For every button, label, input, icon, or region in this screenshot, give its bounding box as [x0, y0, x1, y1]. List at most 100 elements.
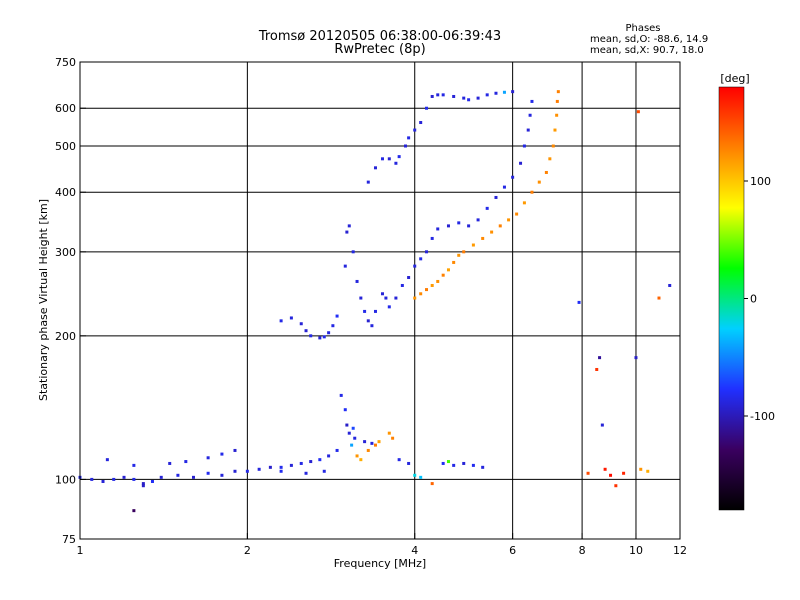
data-point	[485, 93, 489, 97]
data-point	[595, 367, 599, 371]
data-point	[366, 180, 370, 184]
colorbar-tick-label: 0	[750, 293, 757, 306]
data-point	[430, 236, 434, 240]
data-point	[279, 469, 283, 473]
data-point	[384, 296, 388, 300]
data-point	[233, 469, 237, 473]
data-point	[289, 316, 293, 320]
data-point	[309, 334, 313, 338]
x-tick-label: 8	[579, 544, 586, 557]
data-point	[206, 456, 210, 460]
data-point	[347, 431, 351, 435]
data-point	[387, 431, 391, 435]
data-point	[339, 393, 343, 397]
data-point	[279, 319, 283, 323]
data-point	[407, 136, 411, 140]
data-point	[446, 268, 450, 272]
data-point	[191, 475, 195, 479]
data-point	[159, 475, 163, 479]
data-point	[327, 331, 331, 335]
data-point	[355, 279, 359, 283]
data-point	[407, 276, 411, 280]
data-point	[467, 98, 471, 102]
data-point	[430, 482, 434, 486]
y-tick-label: 500	[55, 140, 76, 153]
data-point	[245, 469, 249, 473]
data-point	[452, 463, 456, 467]
data-point	[430, 283, 434, 287]
data-point	[577, 300, 581, 304]
y-axis-ticks: 75 100 200 300 400 500 600 750	[55, 56, 86, 546]
data-point	[476, 218, 480, 222]
data-point	[351, 250, 355, 254]
x-tick-label: 1	[77, 544, 84, 557]
stats-line-o: mean, sd,O: -88.6, 14.9	[590, 34, 708, 45]
data-point	[530, 190, 534, 194]
data-point	[350, 443, 354, 447]
data-point	[257, 467, 261, 471]
data-point	[322, 335, 326, 339]
chart-subtitle: RwPretec (8p)	[334, 42, 425, 57]
data-point	[528, 113, 532, 117]
data-point	[359, 296, 363, 300]
data-point	[345, 230, 349, 234]
colorbar-tick-label: 100	[750, 175, 771, 188]
data-point	[425, 250, 429, 254]
data-point	[544, 170, 548, 174]
data-point	[586, 471, 590, 475]
data-point	[603, 467, 607, 471]
data-point	[425, 288, 429, 292]
data-point	[397, 155, 401, 159]
data-point	[105, 458, 109, 462]
data-point	[481, 465, 485, 469]
data-point	[394, 161, 398, 165]
data-point	[347, 224, 351, 228]
data-point	[141, 482, 145, 486]
y-tick-label: 300	[55, 246, 76, 259]
data-point	[471, 463, 475, 467]
data-point	[507, 218, 511, 222]
data-point	[598, 356, 602, 360]
data-point	[343, 408, 347, 412]
data-point	[441, 93, 445, 97]
data-point	[168, 461, 172, 465]
data-point	[373, 309, 377, 313]
data-point	[556, 90, 560, 94]
data-point	[363, 440, 367, 444]
data-point	[436, 279, 440, 283]
colorbar-ticks: 100 0 -100	[744, 175, 775, 423]
data-point	[511, 175, 515, 179]
y-tick-label: 100	[55, 473, 76, 486]
data-point	[462, 96, 466, 100]
data-point	[446, 224, 450, 228]
x-axis-label: Frequency [MHz]	[334, 557, 426, 570]
data-point	[467, 224, 471, 228]
x-tick-label: 4	[411, 544, 418, 557]
data-point	[366, 448, 370, 452]
data-point	[553, 128, 557, 132]
data-point	[318, 458, 322, 462]
data-point	[268, 465, 272, 469]
data-point	[355, 454, 359, 458]
data-point	[299, 461, 303, 465]
colorbar	[718, 86, 745, 511]
data-point	[353, 436, 357, 440]
data-point	[457, 221, 461, 225]
data-point	[519, 161, 523, 165]
data-point	[327, 454, 331, 458]
data-point	[555, 113, 559, 117]
data-point	[494, 91, 498, 95]
data-point	[452, 94, 456, 98]
data-point	[394, 296, 398, 300]
data-point	[511, 90, 515, 94]
data-point	[335, 448, 339, 452]
data-point	[436, 93, 440, 97]
data-point	[485, 206, 489, 210]
data-point	[90, 477, 94, 481]
data-point	[289, 463, 293, 467]
data-point	[430, 94, 434, 98]
data-point	[502, 185, 506, 189]
data-point	[530, 99, 534, 103]
data-point	[400, 283, 404, 287]
y-axis-label: Stationary phase Virtual Height [km]	[37, 199, 50, 401]
